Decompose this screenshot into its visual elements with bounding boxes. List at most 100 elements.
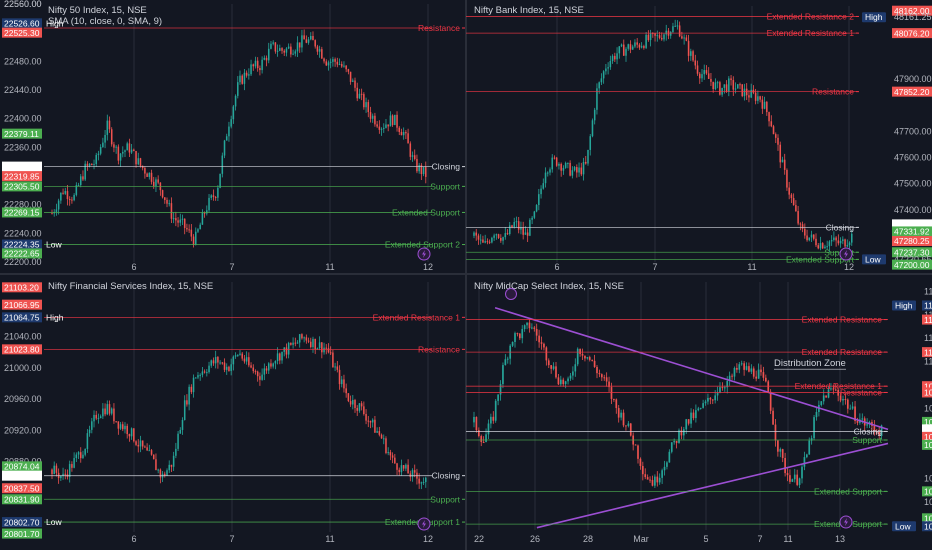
candle-body [290,46,292,55]
price-tag-value: 22269.15 [4,208,40,218]
candles [473,19,853,253]
candle-body [199,374,201,376]
candles [473,317,883,489]
candle-body [287,46,290,49]
candle-body [389,115,392,127]
candle-body [762,372,765,378]
candle-body [550,365,553,369]
annotation-label: Distribution Zone [774,358,846,369]
candle-body [812,234,815,239]
candle-body [873,425,876,431]
price-tag-value: 10832.30 [924,440,932,450]
price-tag-box [922,521,932,532]
price-tag-box [922,387,932,398]
candle-body [124,425,126,430]
candle-body [407,464,409,474]
candle-body [347,393,350,402]
x-tick-label: 22 [474,534,484,544]
candle-body [611,55,614,61]
candle-body [497,234,500,238]
candle-body [126,143,128,151]
candle-body [254,60,257,67]
candle-body [276,50,279,52]
candle-body [183,218,186,228]
candle-body [645,34,647,48]
candle-body [214,197,217,199]
candle-body [102,408,104,417]
candle-body [64,191,67,194]
candle-body [68,199,71,201]
candle-body [815,411,818,418]
price-tag-plain: 22560.00 [4,0,42,9]
candle-body [709,397,712,400]
candle-body [824,246,826,249]
level-label-resistance: Resistance [418,344,460,354]
candle-body [725,84,728,92]
candle-body [506,358,509,360]
candle-body [128,434,131,437]
candle-body [60,192,62,201]
candle-body [334,366,336,368]
candle-body [283,50,286,53]
candle-body [555,157,558,166]
icon-bolt [844,518,848,526]
candle-body [654,476,656,486]
candle-body [307,39,310,43]
chart-panel-1: 67111222200.0022240.0022280.0022320.0022… [2,0,465,272]
candle-body [126,425,128,435]
candle-body [531,327,533,329]
candle-body [148,450,151,452]
candle-body [102,142,104,148]
candle-body [573,167,576,171]
candle-body [124,150,126,152]
candle-body [267,48,270,61]
candle-body [192,236,195,245]
candle-body [170,464,173,467]
price-tag-box [922,431,932,442]
candle-body [290,342,292,345]
price-tag-box [2,494,42,505]
y-tick-label: 47500.00 [894,179,932,189]
price-tag-box [892,219,932,230]
candle-body [310,341,312,348]
candle-body [79,452,82,459]
candle-body [360,403,363,407]
candle-body [629,423,632,436]
candle-body [711,399,714,401]
price-tag-plain: 47230.65 [894,254,932,264]
candle-body [649,32,652,41]
candle-body [477,235,480,240]
candle-body [835,237,837,241]
candle-body [576,348,579,365]
chart-title: Nifty Bank Index, 15, NSE [474,5,584,16]
badge-label: Low [865,254,881,264]
candle-body [603,377,606,379]
candle-body [733,367,736,377]
candle-body [360,93,363,95]
x-tick-label: 11 [783,534,792,544]
candle-body [502,365,504,385]
price-tag-box [922,381,932,392]
candle-body [232,106,235,120]
candle-body [620,44,623,47]
candle-body [367,420,370,422]
candle-body [203,371,206,373]
candle-body [420,165,423,175]
candle-body [212,195,215,198]
price-tag-box [2,207,42,218]
lightning-bolt-icon [417,517,431,531]
candle-body [166,199,168,204]
candle-body [739,84,741,86]
candle-body [878,431,881,436]
candle-body [743,363,745,370]
candle-body [234,355,237,357]
candle-body [639,458,642,466]
trendline-1 [494,306,889,431]
candle-body [190,386,193,393]
candle-body [265,57,268,61]
candle-body [801,224,804,229]
candle-body [305,337,308,341]
price-tag-box [2,344,42,355]
candle-body [854,406,856,421]
price-tag-box [2,171,42,182]
